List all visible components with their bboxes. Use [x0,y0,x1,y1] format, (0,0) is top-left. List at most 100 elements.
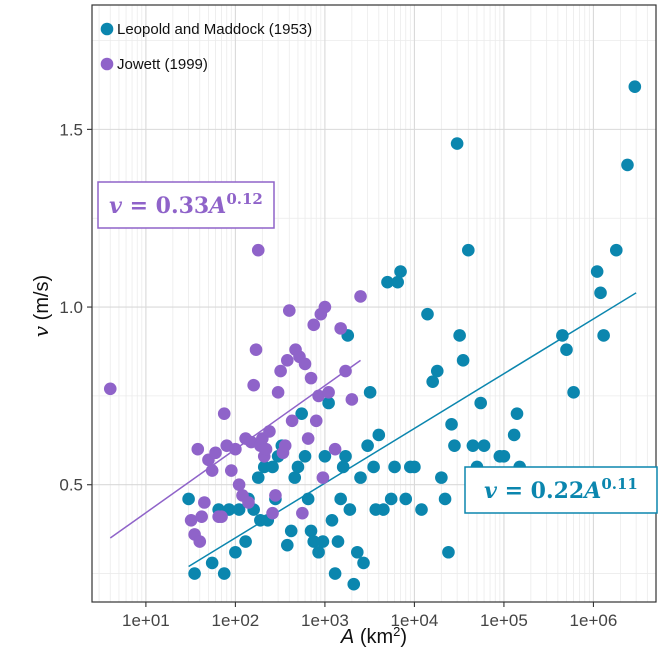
data-point-jowett [251,243,265,257]
data-point-jowett [195,510,208,524]
data-point-jowett [247,378,260,392]
legend-label: Leopold and Maddock (1953) [117,21,312,38]
data-point-leopold [462,243,475,257]
data-point-leopold [556,329,569,342]
x-tick-label: 1e+06 [570,611,618,630]
data-point-leopold [182,492,195,506]
y-tick-label: 1.0 [59,298,83,317]
data-point-jowett [198,496,211,509]
data-point-leopold [318,450,332,463]
data-point-leopold [477,439,491,452]
data-point-leopold [391,275,404,289]
data-point-jowett [339,364,352,378]
data-point-jowett [229,442,242,456]
equation-base: A [207,193,226,219]
data-point-leopold [284,524,298,538]
legend-marker [100,57,114,71]
data-point-jowett [103,382,117,396]
data-point-leopold [445,418,458,431]
data-point-leopold [466,439,480,452]
data-point-jowett [280,354,294,367]
data-point-leopold [372,428,386,442]
equation-exponent: 0.12 [226,190,263,208]
data-point-jowett [318,300,332,314]
equation-box-leopold [464,466,658,514]
data-point-jowett [266,506,279,520]
data-point-leopold [430,364,444,378]
legend-marker [100,22,114,36]
data-point-leopold [507,428,521,442]
data-point-leopold [354,471,367,484]
data-point-leopold [334,492,347,506]
data-point-jowett [205,464,219,477]
data-point-leopold [229,545,242,559]
data-point-leopold [384,492,398,506]
data-point-leopold [217,567,231,580]
x-axis-title: A (km2) [340,624,407,649]
equation-jowett: v = 0.33A0.12 [109,190,263,219]
data-point-jowett [307,318,321,332]
data-point-jowett [242,496,255,509]
data-point-leopold [266,460,279,474]
y-axis-unit: (m/s) [31,275,53,326]
equation-coefficient: = 0.22 [497,478,584,504]
data-point-leopold [621,158,634,172]
data-point-leopold [474,396,487,410]
y-tick-label: 0.5 [59,476,83,495]
y-axis-title: v (m/s) [29,275,53,337]
data-point-leopold [301,492,315,506]
data-point-jowett [316,471,330,484]
data-point-jowett [249,343,263,356]
data-point-leopold [357,556,370,570]
data-point-jowett [354,290,367,303]
data-point-leopold [331,535,345,548]
data-point-jowett [263,425,276,438]
equation-coefficient: = 0.33 [122,193,209,219]
data-point-leopold [239,535,252,548]
data-point-leopold [394,265,407,278]
x-tick-label: 1e+05 [480,611,528,630]
data-point-leopold [388,460,401,474]
x-tick-label: 1e+02 [212,611,260,630]
axes: 1e+01 1e+02 1e+03 1e+04 1e+05 1e+06 0.5 1.0 1.5 [59,120,617,630]
data-point-leopold [232,503,246,516]
data-point-leopold [304,524,318,538]
legend-label: Jowett (1999) [117,56,208,73]
data-point-jowett [334,322,347,335]
data-point-leopold [456,354,470,367]
y-tick-label: 1.5 [59,120,83,139]
data-point-jowett [225,464,238,477]
data-point-jowett [285,414,299,428]
data-point-jowett [322,386,335,399]
data-point-leopold [336,460,350,474]
data-point-leopold [251,471,265,484]
data-point-leopold [590,265,604,278]
data-point-jowett [259,442,273,456]
data-point-leopold [594,286,607,300]
data-point-jowett [309,414,323,428]
data-point-leopold [628,80,642,94]
x-axis-variable: A [340,626,354,648]
data-point-leopold [367,460,380,474]
x-axis-unit-prefix: (km [354,626,393,648]
data-point-leopold [325,513,339,527]
data-point-leopold [295,407,308,420]
data-point-leopold [343,503,357,516]
x-axis-unit-sup: 2 [393,624,400,639]
data-point-leopold [377,503,390,516]
data-point-jowett [191,442,205,456]
data-point-leopold [567,386,580,399]
data-point-leopold [312,545,325,559]
data-point-leopold [426,375,439,388]
data-point-leopold [205,556,219,570]
equations: v = 0.22A0.11v = 0.33A0.12 [97,181,658,514]
data-point-leopold [448,439,461,452]
data-point-jowett [301,432,315,445]
data-point-leopold [421,307,434,321]
data-point-leopold [453,329,466,342]
data-point-jowett [304,371,318,385]
data-point-leopold [291,460,305,474]
data-point-leopold [497,450,511,463]
data-point-jowett [209,446,222,460]
data-point-leopold [442,545,455,559]
